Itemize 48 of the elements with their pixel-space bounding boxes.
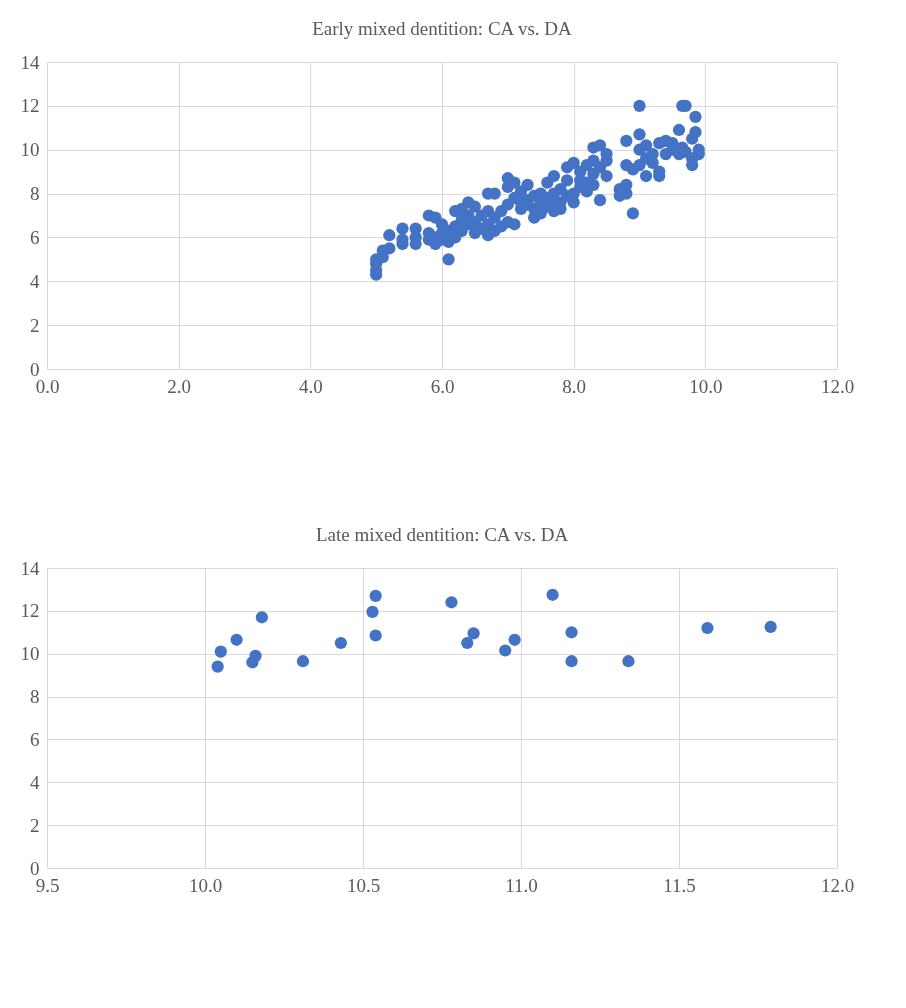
point [369,629,382,642]
point [467,627,480,640]
point [255,611,268,624]
point [508,633,521,646]
x-tick-label: 4.0 [298,375,323,397]
x-tick-label: 11.5 [663,874,696,896]
x-tick-label: 10.5 [346,874,381,896]
y-tick-label: 4 [30,270,40,292]
x-tick-label: 11.0 [505,874,538,896]
point [230,633,243,646]
point [296,655,310,668]
y-tick-label: 12 [20,600,40,622]
point [366,605,379,619]
x-tick-label: 8.0 [562,375,587,397]
point [565,655,578,668]
y-tick-label: 12 [20,95,40,117]
point [546,588,559,601]
x-tick-label: 10.0 [188,874,223,896]
y-tick-label: 6 [30,226,40,248]
point [461,636,474,650]
x-tick-label: 2.0 [167,375,192,397]
y-tick-label: 10 [20,139,40,161]
y-tick-label: 14 [20,51,40,73]
x-tick-label: 10.0 [689,375,723,397]
point [499,644,512,657]
y-tick-label: 4 [30,771,40,793]
point [214,645,227,658]
y-tick-label: 2 [30,814,40,836]
y-tick-label: 10 [20,643,40,665]
x-tick-label: 6.0 [430,375,455,397]
x-tick-label: 12.0 [820,874,855,896]
x-tick-label: 12.0 [820,375,855,397]
point [701,621,714,635]
y-tick-label: 8 [30,183,40,205]
y-tick-label: 8 [30,686,40,708]
y-tick-label: 6 [30,728,40,750]
point [565,626,578,639]
point [445,596,458,609]
point [622,655,635,668]
chart-title: Early mixed dentition: CA vs. DA [312,18,573,39]
point [369,589,382,602]
y-tick-label: 2 [30,314,40,336]
point [334,636,347,650]
point [249,649,262,662]
point [764,620,777,634]
y-tick-label: 14 [20,557,40,579]
chart-title: Late mixed dentition: CA vs. DA [315,524,569,545]
point [211,660,224,673]
